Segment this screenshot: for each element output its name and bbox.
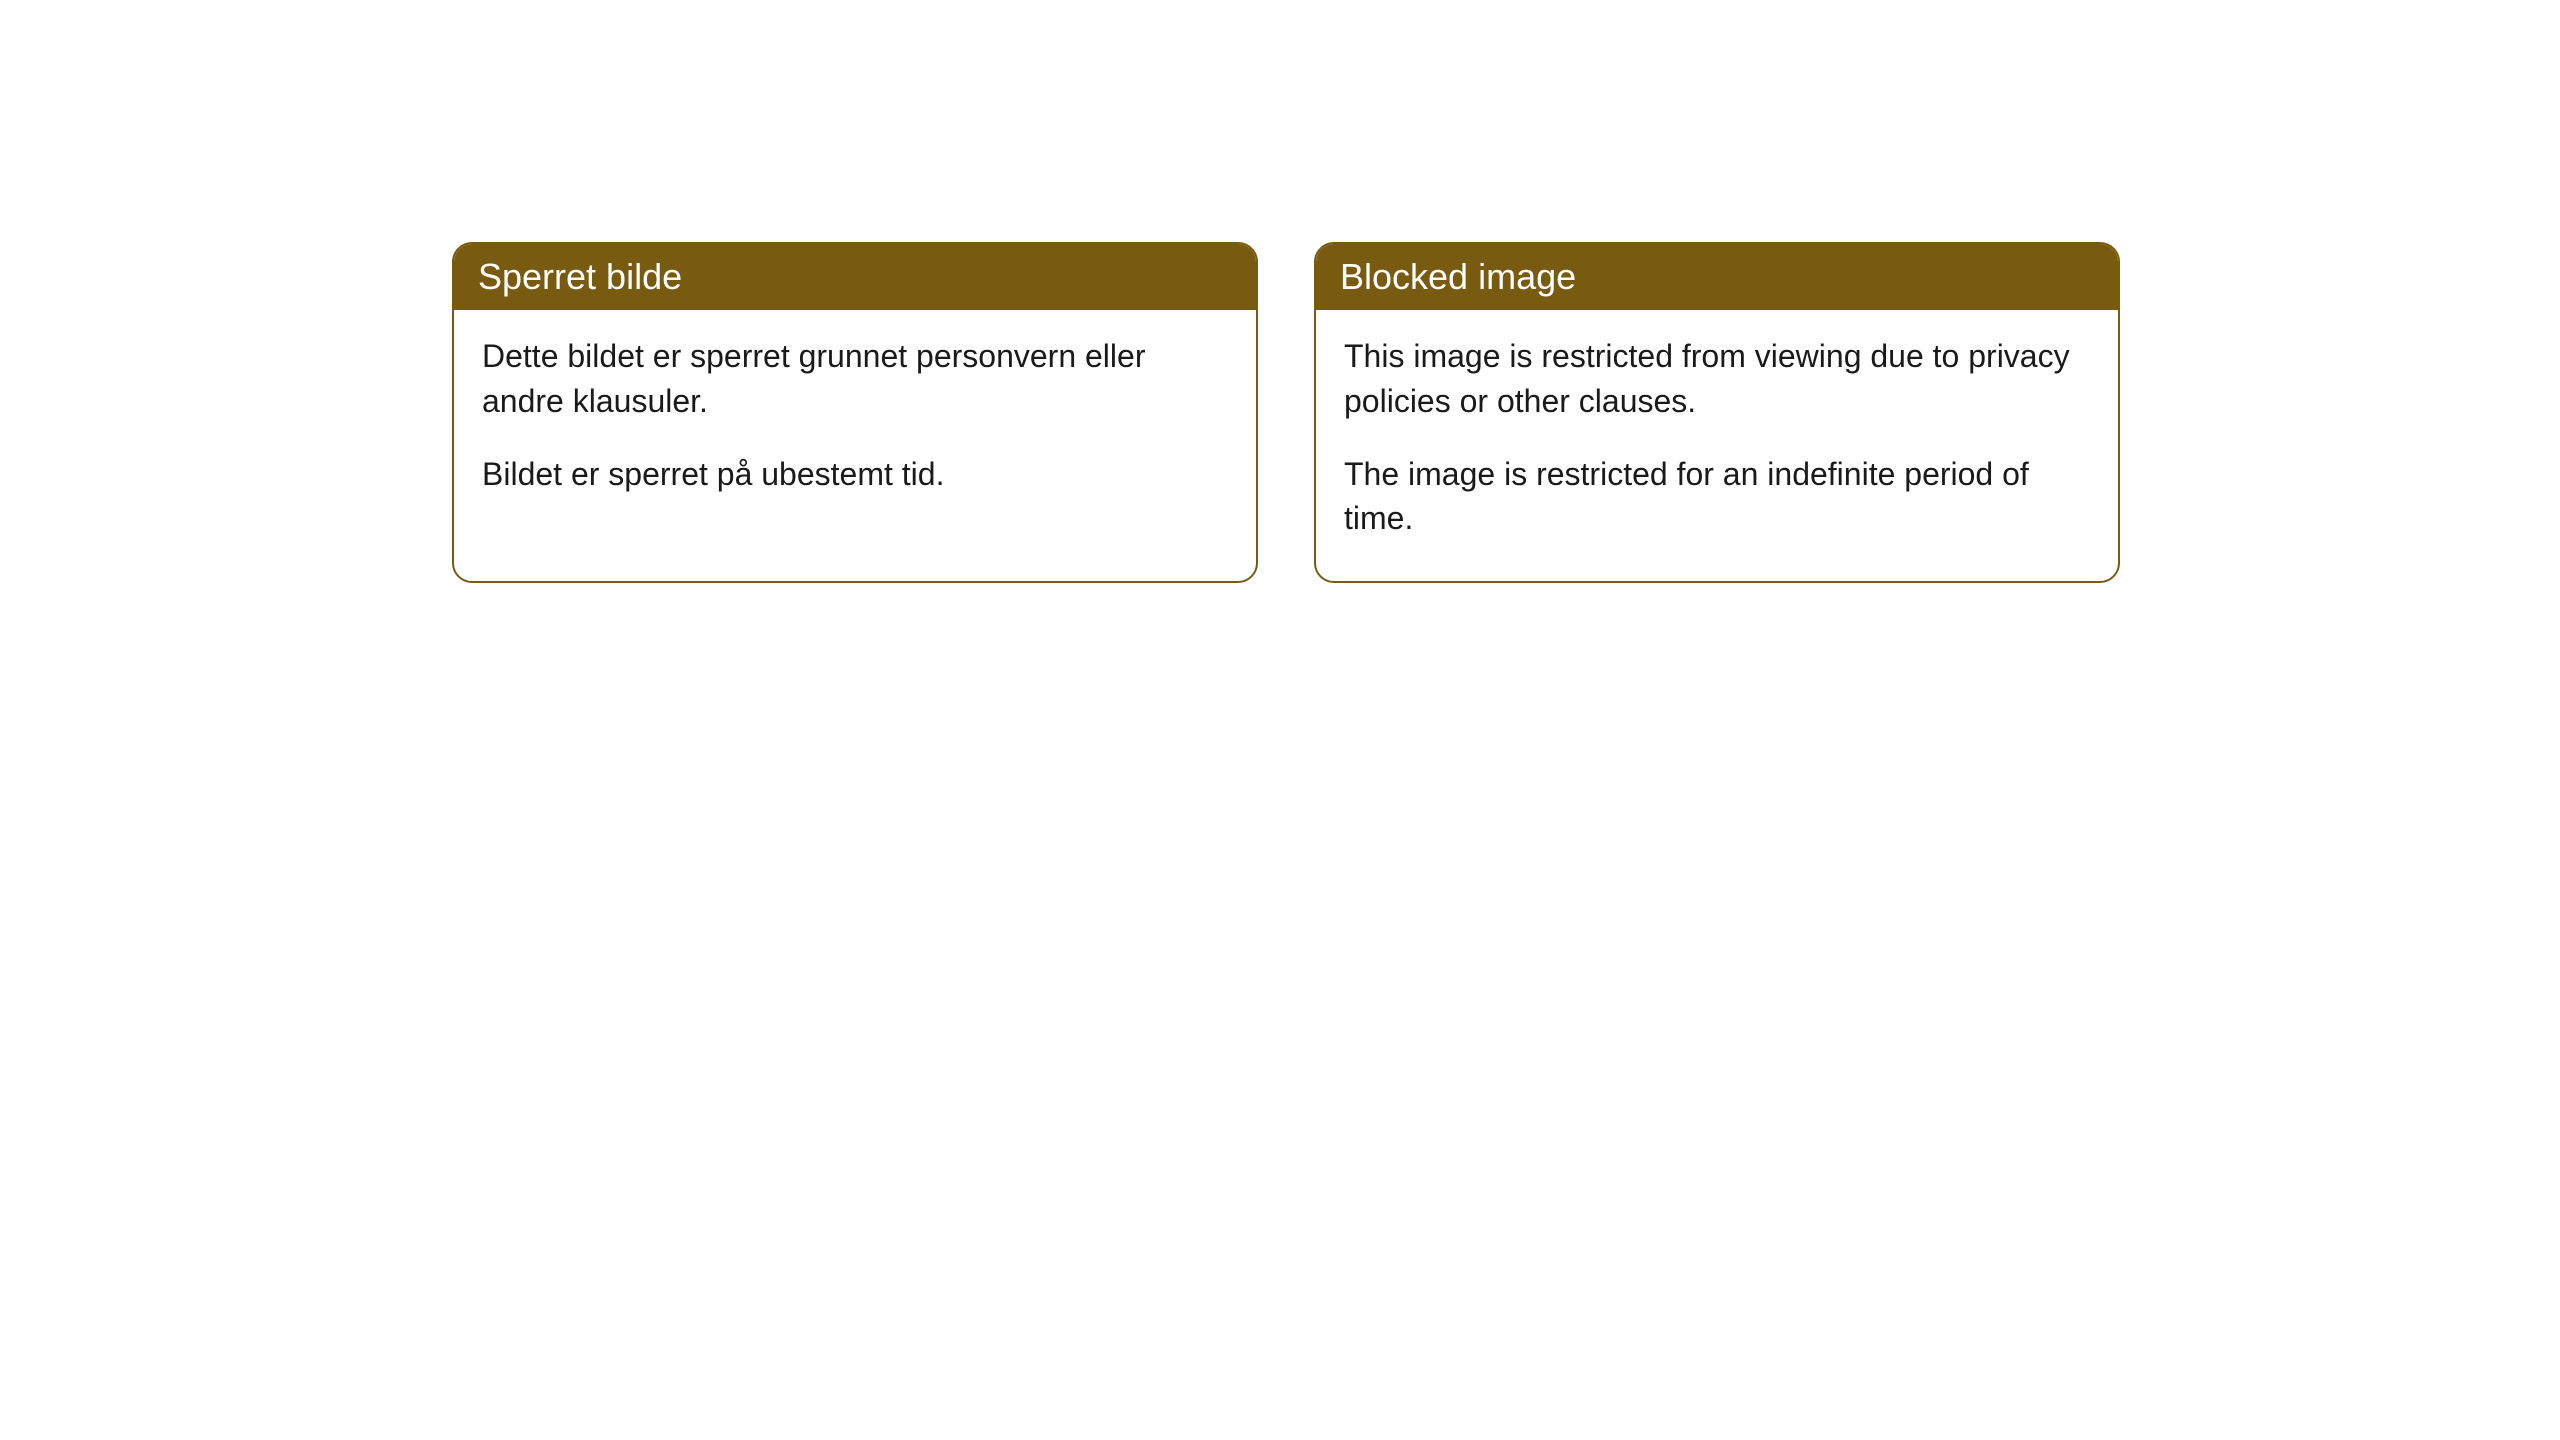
card-title: Sperret bilde	[478, 256, 682, 297]
notice-card-norwegian: Sperret bilde Dette bildet er sperret gr…	[452, 242, 1258, 583]
card-body: This image is restricted from viewing du…	[1316, 310, 2118, 581]
card-header: Blocked image	[1316, 244, 2118, 310]
card-title: Blocked image	[1340, 256, 1576, 297]
card-paragraph: The image is restricted for an indefinit…	[1344, 452, 2090, 542]
card-body: Dette bildet er sperret grunnet personve…	[454, 310, 1256, 536]
card-paragraph: Dette bildet er sperret grunnet personve…	[482, 334, 1228, 424]
notice-cards-container: Sperret bilde Dette bildet er sperret gr…	[452, 242, 2120, 583]
card-paragraph: Bildet er sperret på ubestemt tid.	[482, 452, 1228, 497]
card-paragraph: This image is restricted from viewing du…	[1344, 334, 2090, 424]
card-header: Sperret bilde	[454, 244, 1256, 310]
notice-card-english: Blocked image This image is restricted f…	[1314, 242, 2120, 583]
